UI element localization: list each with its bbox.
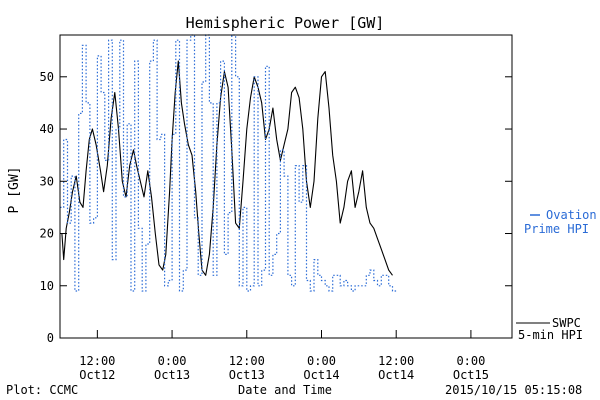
plot-credit: Plot: CCMC: [6, 383, 78, 397]
series-layer: [60, 34, 397, 292]
x-tick-label-time: 12:00: [79, 354, 115, 368]
x-tick-label-time: 12:00: [378, 354, 414, 368]
x-tick-label-time: 0:00: [456, 354, 485, 368]
chart-title: Hemispheric Power [GW]: [186, 14, 385, 32]
plot-frame: [59, 34, 513, 339]
legend-swpc-label-1: SWPC: [552, 316, 581, 330]
x-tick-label-date: Oct14: [303, 368, 339, 382]
x-tick-label-time: 0:00: [158, 354, 187, 368]
series-ovation-prime-hpi: [60, 34, 397, 292]
x-tick-label-date: Oct12: [79, 368, 115, 382]
x-axis-ticks: 12:00Oct120:00Oct1312:00Oct130:00Oct1412…: [79, 330, 489, 382]
y-tick-label: 20: [40, 227, 54, 241]
legend-ovation-label-2: Prime HPI: [524, 222, 589, 236]
y-tick-label: 10: [40, 279, 54, 293]
x-tick-label-time: 12:00: [229, 354, 265, 368]
y-axis-ticks: 0 10 20 30 40 50: [40, 70, 512, 345]
x-axis-label: Date and Time: [238, 383, 332, 397]
x-tick-label-date: Oct13: [154, 368, 190, 382]
series-swpc-5min-hpi: [61, 60, 393, 276]
svg-text:P [GW]: P [GW]: [7, 167, 22, 214]
x-tick-label-date: Oct15: [453, 368, 489, 382]
y-axis-label: P [GW]: [7, 167, 22, 214]
y-tick-label: 50: [40, 70, 54, 84]
x-tick-label-time: 0:00: [307, 354, 336, 368]
legend-swpc-label-2: 5-min HPI: [518, 328, 583, 342]
y-tick-label: 40: [40, 122, 54, 136]
y-tick-label: 0: [47, 331, 54, 345]
x-tick-label-date: Oct14: [378, 368, 414, 382]
x-tick-label-date: Oct13: [229, 368, 265, 382]
y-tick-label: 30: [40, 174, 54, 188]
legend-ovation-label-1: Ovation: [546, 208, 597, 222]
legend: Ovation Prime HPI SWPC 5-min HPI: [516, 208, 597, 342]
timestamp: 2015/10/15 05:15:08: [445, 383, 582, 397]
